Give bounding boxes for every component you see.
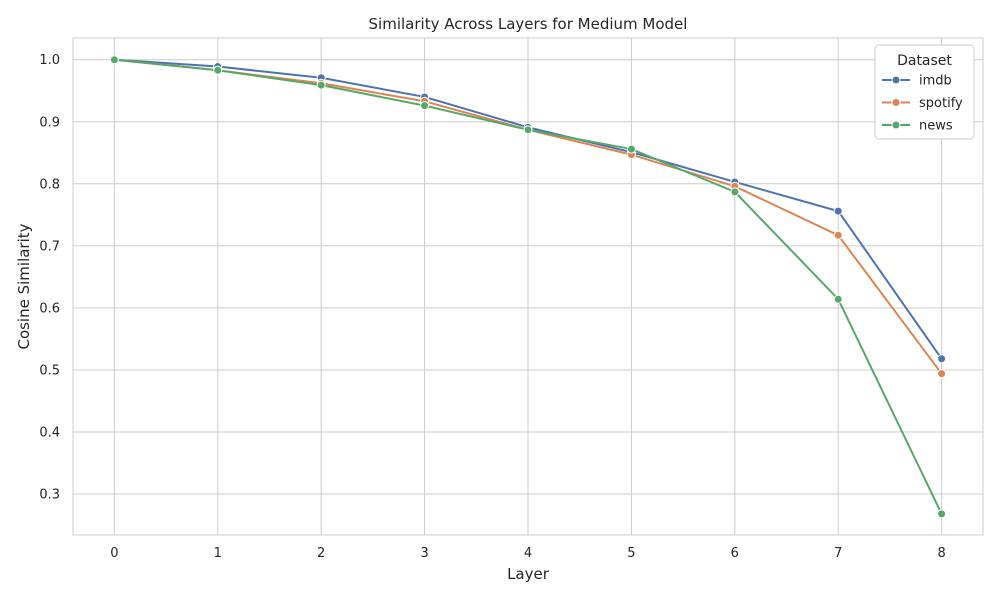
legend-label: news <box>919 119 953 134</box>
y-tick-label: 0.6 <box>39 301 60 316</box>
legend-item-spotify: spotify <box>882 96 963 111</box>
x-tick-label: 2 <box>317 546 325 561</box>
legend-swatch-marker <box>891 98 901 107</box>
imdb-point <box>833 206 843 216</box>
imdb-point <box>937 354 947 364</box>
news-point <box>420 101 430 111</box>
chart-title: Similarity Across Layers for Medium Mode… <box>369 15 688 33</box>
y-tick-labels: 0.3 0.4 0.5 0.6 0.7 0.8 0.9 1.0 <box>39 53 60 502</box>
legend: Dataset imdb spotify news <box>874 44 975 140</box>
news-point <box>937 509 947 519</box>
news-point <box>730 187 740 197</box>
x-tick-label: 7 <box>834 546 842 561</box>
x-tick-label: 6 <box>731 546 739 561</box>
legend-item-news: news <box>882 119 953 134</box>
series-news <box>109 55 947 519</box>
plot-area-frame <box>72 37 984 536</box>
y-axis-label: Cosine Similarity <box>15 223 33 349</box>
x-tick-label: 4 <box>524 546 532 561</box>
news-point <box>213 65 223 75</box>
y-tick-label: 0.9 <box>39 115 60 130</box>
y-tick-label: 0.5 <box>39 363 60 378</box>
legend-title: Dataset <box>897 53 952 69</box>
y-tick-label: 0.4 <box>39 426 60 441</box>
legend-label: imdb <box>919 74 952 89</box>
spotify-point <box>937 369 947 379</box>
legend-items: imdb spotify news <box>882 74 963 134</box>
news-point <box>833 294 843 304</box>
y-tick-label: 0.8 <box>39 177 60 192</box>
x-tick-label: 3 <box>420 546 428 561</box>
legend-box <box>874 44 975 140</box>
series-lines <box>109 55 947 519</box>
legend-swatch-marker <box>891 75 901 85</box>
y-tick-label: 0.3 <box>39 488 60 503</box>
legend-swatch-marker <box>891 120 901 130</box>
news-point <box>626 144 636 154</box>
legend-item-imdb: imdb <box>882 74 952 89</box>
x-tick-label: 8 <box>937 546 945 561</box>
x-tick-labels: 0 1 2 3 4 5 6 7 8 <box>110 546 946 561</box>
grid-lines <box>73 38 983 535</box>
spotify-point <box>833 230 843 240</box>
legend-label: spotify <box>919 96 963 111</box>
news-point <box>523 125 533 135</box>
x-axis-label: Layer <box>507 565 550 583</box>
y-tick-label: 0.7 <box>39 239 60 254</box>
x-tick-label: 0 <box>110 546 118 561</box>
x-tick-label: 1 <box>214 546 222 561</box>
news-point <box>316 80 326 90</box>
y-tick-label: 1.0 <box>39 53 60 68</box>
news-point <box>109 55 119 65</box>
x-tick-label: 5 <box>627 546 635 561</box>
